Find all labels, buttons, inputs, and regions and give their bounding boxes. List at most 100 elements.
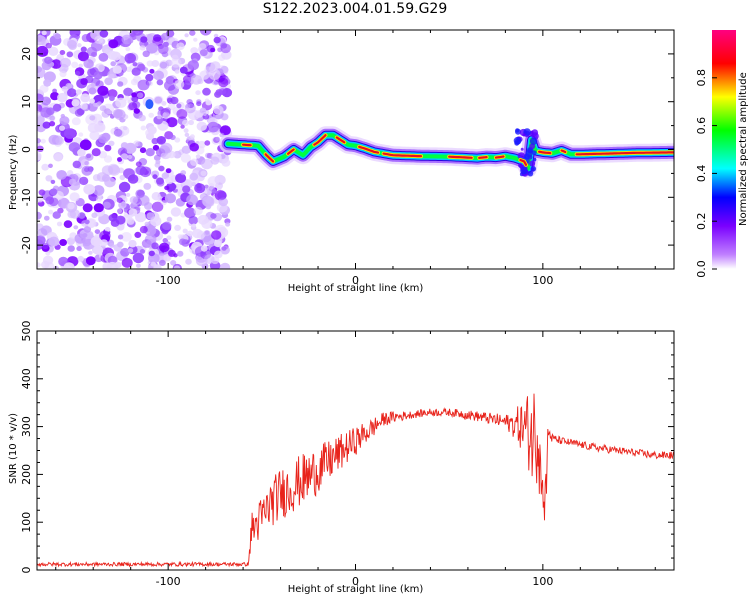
noise-blob: [146, 212, 155, 220]
snr-axes: -100 0 100 0 100 200 300 400 500: [20, 321, 674, 588]
noise-blob: [200, 245, 208, 252]
noise-blob: [174, 79, 185, 90]
noise-blob: [94, 35, 104, 44]
noise-blob: [68, 142, 81, 153]
noise-blob: [49, 115, 55, 121]
x-tick-label: 0: [352, 274, 359, 287]
noise-blob: [176, 103, 182, 109]
noise-blob: [113, 128, 123, 137]
noise-blob: [104, 144, 112, 152]
noise-blob: [151, 60, 160, 67]
noise-blob: [110, 61, 116, 67]
noise-blob: [49, 188, 58, 196]
noise-blob: [121, 202, 126, 207]
noise-blob: [158, 165, 165, 172]
noise-blob: [41, 30, 47, 36]
noise-blob: [173, 265, 181, 269]
noise-blob: [37, 235, 46, 246]
noise-blob: [164, 107, 172, 114]
ridge-blob: [513, 136, 522, 145]
noise-blob: [107, 89, 118, 98]
noise-blob: [164, 185, 170, 191]
noise-blob: [84, 219, 90, 225]
snr-x-axis-label: Height of straight line (km): [287, 584, 424, 595]
noise-blob: [131, 96, 139, 103]
noise-blob: [48, 236, 60, 247]
ridge-blob: [522, 133, 526, 137]
noise-blob: [61, 86, 68, 92]
ridge-blob: [529, 160, 536, 167]
noise-blob: [197, 140, 206, 149]
noise-blob: [139, 45, 146, 51]
noise-blob: [66, 237, 76, 246]
noise-blob: [119, 174, 126, 181]
x-tick-label: 100: [532, 575, 553, 588]
noise-blob: [145, 148, 155, 157]
noise-blob: [69, 192, 80, 202]
noise-blob: [121, 232, 132, 242]
colorbar-axes: 0.0 0.2 0.4 0.6 0.8: [695, 69, 717, 278]
ridge-peak: [560, 149, 567, 154]
noise-blob: [52, 103, 62, 112]
noise-blob: [67, 202, 75, 210]
y-tick-label: 10: [20, 95, 33, 109]
noise-blob: [170, 96, 179, 105]
noise-blob: [135, 161, 142, 167]
noise-blob: [153, 70, 165, 81]
noise-blob: [220, 43, 231, 54]
noise-blob: [89, 115, 96, 121]
spectrogram-x-axis-label: Height of straight line (km): [287, 283, 424, 294]
noise-blob: [182, 228, 188, 234]
noise-blob: [220, 262, 231, 269]
ridge-peak: [264, 153, 275, 163]
noise-blob: [132, 252, 145, 264]
noise-blob: [91, 148, 101, 157]
noise-blob: [184, 207, 196, 219]
noise-blob: [196, 231, 206, 239]
noise-blob: [207, 176, 220, 187]
noise-blob: [120, 42, 125, 47]
noise-blob: [217, 187, 222, 191]
noise-blob: [202, 112, 207, 116]
noise-blob: [112, 65, 122, 74]
noise-blob: [135, 189, 145, 198]
noise-blob: [63, 220, 73, 229]
noise-blob: [83, 226, 92, 233]
noise-blob: [37, 65, 42, 73]
noise-blob: [166, 216, 173, 222]
noise-blob: [200, 170, 207, 177]
noise-blob: [91, 212, 98, 219]
noise-blob: [37, 138, 41, 144]
noise-blob: [48, 46, 59, 57]
noise-blob: [46, 107, 55, 116]
noise-blob: [37, 114, 45, 125]
noise-blob: [162, 41, 169, 47]
y-tick-label: 200: [20, 464, 33, 485]
noise-blob: [79, 176, 89, 186]
noise-blob: [195, 154, 201, 159]
noise-blob: [180, 153, 191, 163]
noise-blob: [76, 246, 82, 252]
spectrogram-y-axis-label: Frequency (Hz): [8, 134, 19, 210]
noise-blob: [83, 59, 94, 69]
noise-blob: [184, 33, 189, 38]
noise-blob: [218, 54, 226, 61]
noise-blob: [134, 231, 142, 238]
noise-blob: [199, 49, 208, 57]
noise-blob: [221, 246, 227, 251]
noise-blob: [109, 242, 115, 248]
noise-blob: [188, 216, 199, 225]
noise-blob: [86, 153, 92, 159]
noise-blob: [99, 30, 109, 38]
noise-blob: [94, 122, 106, 133]
noise-blob: [124, 142, 137, 154]
noise-blob: [202, 196, 215, 207]
noise-blob: [174, 69, 180, 74]
noise-blob: [37, 142, 41, 147]
ridge-peak: [478, 156, 488, 159]
noise-blob: [189, 172, 199, 181]
noise-blob: [108, 214, 118, 222]
colorbar-tick-label: 0.4: [695, 165, 708, 183]
noise-blob: [44, 215, 50, 221]
ridge-peak: [382, 152, 423, 158]
